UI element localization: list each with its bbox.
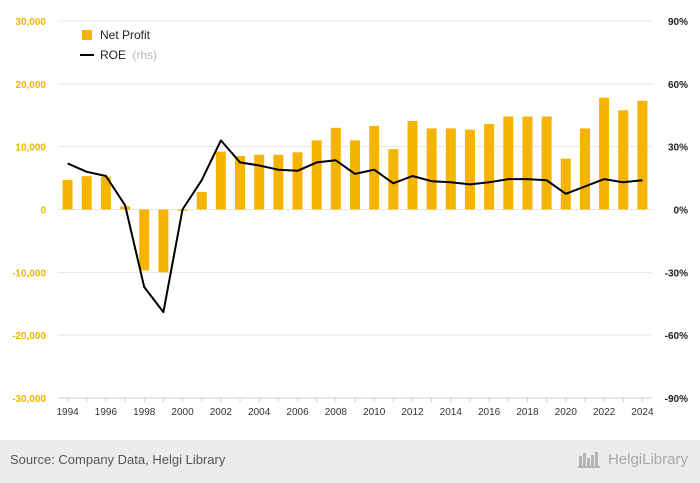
- bar-2009: [350, 140, 360, 210]
- legend-label-net-profit: Net Profit: [100, 28, 151, 42]
- bar-2013: [426, 128, 437, 210]
- bar-1999: [158, 209, 169, 273]
- x-tick-label: 2014: [440, 407, 463, 418]
- bar-2001: [196, 191, 207, 210]
- y-left-tick-label: -10,000: [12, 268, 46, 279]
- x-axis: 1994 1996 1998 2000 2002 2004 2006 2008 2010 2012…: [56, 397, 654, 418]
- bar-2004: [254, 154, 265, 210]
- x-tick-label: 2020: [555, 407, 578, 418]
- bar-1995: [81, 176, 92, 210]
- bar-2007: [311, 140, 322, 210]
- bar-2003: [235, 156, 246, 210]
- net-profit-bars: [62, 97, 648, 273]
- x-tick-label: 2002: [210, 407, 233, 418]
- bar-2005: [273, 154, 284, 210]
- legend-label-roe: ROE (rhs): [100, 48, 157, 62]
- bar-2012: [407, 120, 418, 210]
- x-tick-label: 2022: [593, 407, 616, 418]
- y-right-tick-label: 60%: [668, 80, 688, 91]
- y-right-tick-label: 30%: [668, 143, 688, 154]
- bar-2021: [579, 128, 590, 210]
- y-right-tick-label: -90%: [665, 394, 688, 405]
- y-right-tick-label: -30%: [665, 268, 688, 279]
- bar-1994: [62, 179, 73, 210]
- x-tick-label: 2024: [631, 407, 654, 418]
- source-text: Source: Company Data, Helgi Library: [10, 452, 226, 467]
- x-tick-label: 2010: [363, 407, 386, 418]
- y-left-tick-label: 10,000: [15, 143, 46, 154]
- x-tick-label: 2000: [171, 407, 194, 418]
- y-left-tick-label: 30,000: [15, 17, 46, 28]
- bar-2006: [292, 152, 303, 210]
- roe-line-group: [67, 139, 643, 314]
- y-axis-left: -30,000 -20,000 -10,000 0 10,000 20,000 30,000: [12, 17, 46, 405]
- y-left-tick-label: -30,000: [12, 394, 46, 405]
- bar-2010: [369, 125, 380, 210]
- bar-2022: [599, 97, 610, 210]
- chart: -30,000 -20,000 -10,000 0 10,000 20,000 30,000…: [12, 17, 688, 418]
- y-axis-right: -90% -60% -30% 0% 30% 60% 90%: [665, 17, 688, 405]
- x-tick-label: 2004: [248, 407, 271, 418]
- bar-2014: [445, 128, 456, 210]
- x-tick-label: 2012: [401, 407, 424, 418]
- y-left-tick-label: 20,000: [15, 80, 46, 91]
- legend-swatch-net-profit: [82, 30, 92, 40]
- x-tick-label: 1998: [133, 407, 156, 418]
- bar-2011: [388, 149, 399, 210]
- bar-2002: [215, 151, 226, 210]
- x-tick-label: 2018: [516, 407, 539, 418]
- footer: Source: Company Data, Helgi Library Helg…: [0, 440, 700, 483]
- brand-logo: HelgiLibrary: [577, 450, 688, 468]
- bar-2023: [618, 110, 629, 210]
- y-left-tick-label: -20,000: [12, 331, 46, 342]
- y-right-tick-label: 90%: [668, 17, 688, 28]
- legend-roe-name: ROE: [100, 48, 126, 62]
- bar-1996: [100, 176, 111, 210]
- bar-2024: [637, 100, 648, 210]
- y-right-tick-label: -60%: [665, 331, 688, 342]
- x-tick-label: 2008: [325, 407, 348, 418]
- legend-roe-suffix: (rhs): [132, 48, 157, 62]
- x-tick-label: 2006: [286, 407, 309, 418]
- legend: Net Profit ROE (rhs): [80, 28, 157, 62]
- bar-1998: [139, 209, 150, 271]
- roe-line: [67, 139, 643, 314]
- library-icon: [577, 452, 600, 468]
- x-tick-label: 1996: [95, 407, 118, 418]
- x-tick-label: 2016: [478, 407, 501, 418]
- bar-2016: [484, 124, 495, 210]
- bar-2015: [464, 129, 475, 210]
- y-right-tick-label: 0%: [674, 206, 689, 217]
- bar-2008: [330, 127, 341, 210]
- y-left-tick-label: 0: [40, 206, 46, 217]
- bar-2019: [541, 116, 552, 210]
- bar-2020: [560, 158, 571, 210]
- x-tick-label: 1994: [56, 407, 79, 418]
- brand-text: HelgiLibrary: [607, 450, 688, 468]
- bar-2018: [522, 116, 533, 210]
- bar-2017: [503, 116, 514, 210]
